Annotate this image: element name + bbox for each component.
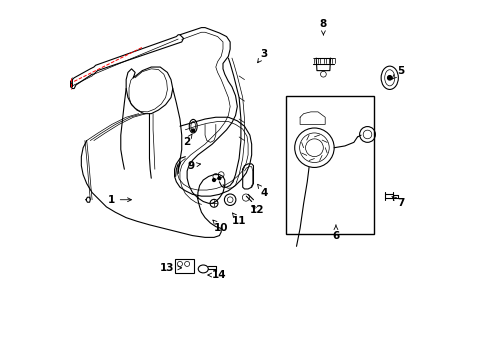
Text: 6: 6 [332,225,339,240]
Bar [174,259,194,273]
Text: 13: 13 [160,263,181,273]
Text: 12: 12 [249,206,264,216]
Text: 8: 8 [319,19,326,35]
Circle shape [191,129,194,132]
Text: 2: 2 [183,134,192,147]
Text: 4: 4 [257,184,267,198]
Text: 10: 10 [212,220,228,233]
Circle shape [218,177,221,180]
Text: 3: 3 [257,49,267,63]
Bar [285,96,373,234]
Circle shape [212,179,215,181]
Text: 7: 7 [391,196,404,208]
Circle shape [387,76,391,80]
Text: 14: 14 [207,270,226,280]
Text: 5: 5 [391,66,403,79]
Text: 11: 11 [231,213,246,226]
Text: 9: 9 [187,161,200,171]
Text: 1: 1 [107,195,131,205]
